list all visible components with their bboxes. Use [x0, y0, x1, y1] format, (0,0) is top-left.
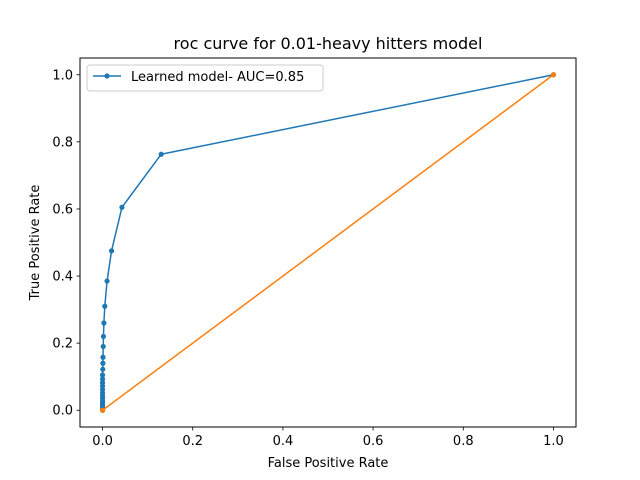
x-axis-label: False Positive Rate — [268, 456, 389, 471]
series-0-point-20 — [102, 303, 108, 309]
series-0-point-18 — [100, 333, 107, 340]
y-tick-label: 0.6 — [52, 202, 73, 217]
series-1-line — [102, 74, 554, 411]
series-0-point-22 — [108, 248, 115, 254]
series-0-point-15 — [100, 360, 106, 366]
legend-marker-swatch — [104, 73, 110, 79]
series-1-point-1 — [550, 72, 557, 78]
series-0-point-11 — [99, 380, 106, 386]
legend-label-learned-model: Learned model- AUC=0.85 — [131, 70, 304, 85]
y-tick-label: 1.0 — [52, 68, 73, 83]
legend-box — [86, 64, 324, 92]
series-0-point-24 — [158, 151, 164, 157]
x-tick-label: 1.0 — [543, 434, 564, 449]
legend: Learned model- AUC=0.85 — [86, 64, 324, 92]
x-tick-label: 0.6 — [363, 434, 384, 449]
x-tick-label: 0.8 — [453, 434, 474, 449]
series-0-point-16 — [100, 354, 106, 360]
series-0-point-17 — [100, 343, 106, 350]
x-tick-label: 0.2 — [182, 434, 203, 449]
series-0-point-21 — [104, 278, 110, 284]
plot-area — [99, 72, 557, 413]
y-tick-label: 0.8 — [52, 135, 73, 150]
series-0-point-19 — [101, 320, 107, 326]
series-0-point-13 — [99, 372, 106, 378]
x-tick-label: 0.4 — [273, 434, 294, 449]
x-tick-label: 0.0 — [92, 434, 113, 449]
series-0-point-23 — [119, 204, 125, 210]
series-0-point-14 — [100, 366, 106, 372]
y-tick-label: 0.4 — [52, 270, 73, 285]
y-tick-label: 0.2 — [52, 337, 73, 352]
series-0-point-12 — [99, 376, 106, 382]
series-1-point-0 — [99, 407, 106, 413]
axes-frame — [79, 57, 577, 428]
chart-title: roc curve for 0.01-heavy hitters model — [174, 34, 483, 53]
axis-ticks: 0.0 0.2 0.4 0.6 0.8 1.0 0.0 0.2 0.4 0.6 0.8 1.0 — [52, 68, 563, 449]
y-axis-label: True Positive Rate — [28, 185, 43, 302]
y-tick-label: 0.0 — [52, 404, 73, 419]
